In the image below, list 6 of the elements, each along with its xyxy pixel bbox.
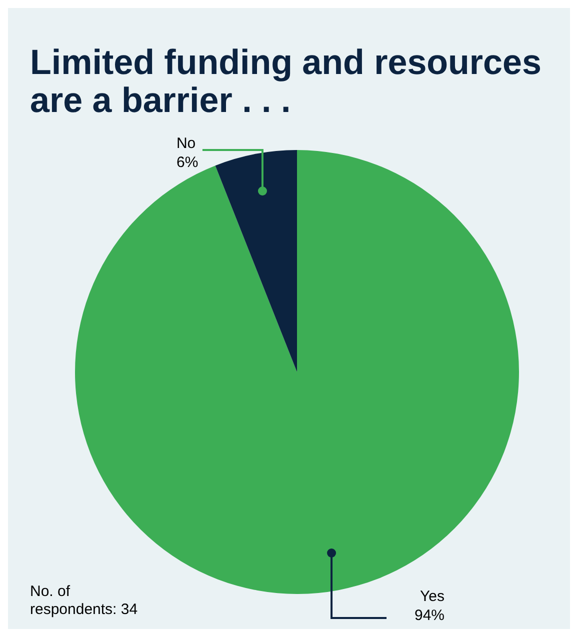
text: No. of respondents: 34 [30,583,139,619]
slice-label: Yes [420,588,445,605]
data-label: 6% [176,154,198,171]
data-label: 94% [414,607,445,624]
chart-title: Limited funding and resources are a barrier . . . [30,43,542,120]
slice-label: No [176,135,196,152]
